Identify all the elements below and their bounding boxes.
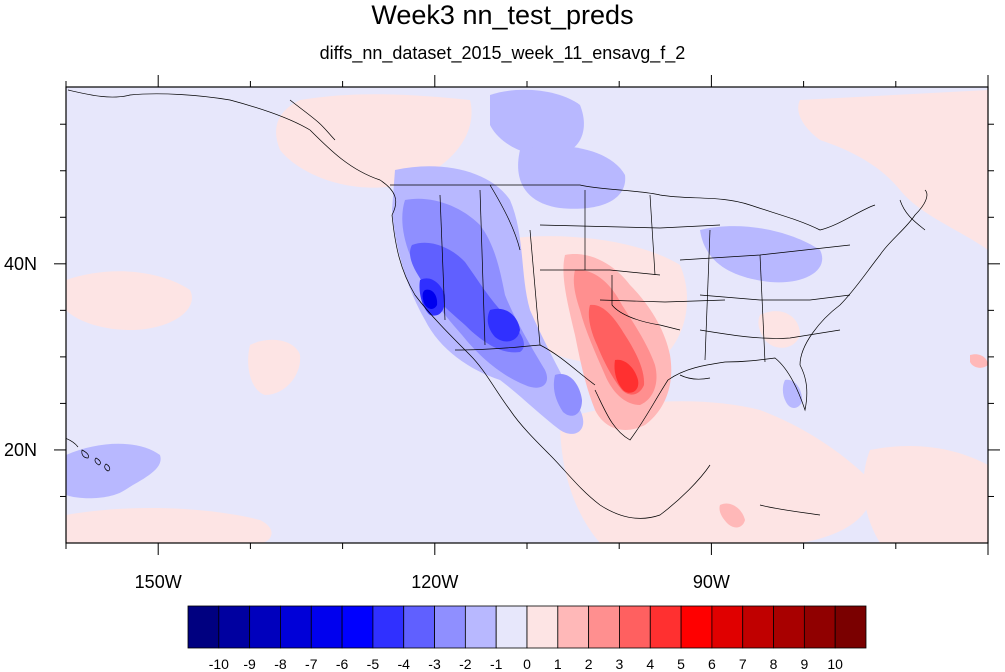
colorbar-level-label: -5 [366, 656, 380, 672]
colorbar-level-label: -10 [208, 656, 229, 672]
colorbar-level-label: 2 [584, 656, 593, 672]
colorbar-level-label: -3 [428, 656, 441, 672]
colorbar-box [526, 605, 559, 649]
colorbar-box [464, 605, 497, 649]
colorbar-level-label: -4 [397, 656, 410, 672]
colorbar-level-label: 3 [615, 656, 624, 672]
colorbar-box [187, 605, 220, 649]
colorbar-box [249, 605, 281, 649]
colorbar-level-label: -9 [243, 656, 256, 672]
colorbar-box [588, 605, 620, 649]
colorbar-level-label: 0 [523, 656, 531, 672]
colorbar-box [495, 605, 528, 649]
lat-tick-label: 40N [4, 253, 38, 274]
colorbar-level-label: -7 [305, 656, 318, 672]
colorbar-level-label: 9 [800, 656, 809, 672]
colorbar-level-label: 8 [769, 656, 778, 672]
lon-tick-label: 150W [134, 572, 182, 592]
colorbar-box [280, 605, 312, 649]
colorbar-box [372, 605, 405, 649]
colorbar-box [341, 605, 374, 649]
lon-tick-label: 90W [692, 572, 730, 592]
colorbar-box [310, 605, 343, 649]
map-subtitle: diffs_nn_dataset_2015_week_11_ensavg_f_2 [319, 43, 686, 63]
colorbar-box [742, 605, 774, 649]
colorbar-box [619, 605, 651, 649]
colorbar-box [773, 605, 805, 649]
colorbar-level-label: 6 [708, 656, 716, 672]
colorbar-level-label: -1 [489, 656, 503, 672]
axis-ticks [54, 75, 1000, 555]
colorbar-level-label: -2 [459, 656, 472, 672]
colorbar-box [680, 605, 713, 649]
plot-area [66, 87, 988, 543]
coastlines-and-borders [66, 89, 928, 519]
colorbar [187, 605, 867, 649]
colorbar-box [557, 605, 590, 649]
colorbar-level-label: 1 [553, 656, 562, 672]
map-title: Week3 nn_test_preds [371, 0, 634, 30]
colorbar-level-label: 5 [677, 656, 685, 672]
colorbar-box [649, 605, 682, 649]
colorbar-level-label: 7 [738, 656, 747, 672]
colorbar-box [403, 605, 435, 649]
colorbar-level-label: -6 [335, 656, 349, 672]
lon-tick-label: 120W [411, 572, 459, 592]
colorbar-level-label: 10 [827, 656, 843, 672]
colorbar-level-label: -8 [274, 656, 287, 672]
colorbar-box [434, 605, 466, 649]
field-positive-regions [66, 90, 988, 543]
field-warm-core [563, 254, 988, 528]
colorbar-box [834, 605, 867, 649]
colorbar-box [803, 605, 836, 649]
colorbar-box [218, 605, 251, 649]
colorbar-level-label: 4 [646, 656, 655, 672]
field-negative-regions [66, 89, 823, 499]
colorbar-box [711, 605, 744, 649]
lat-tick-label: 20N [4, 439, 38, 460]
